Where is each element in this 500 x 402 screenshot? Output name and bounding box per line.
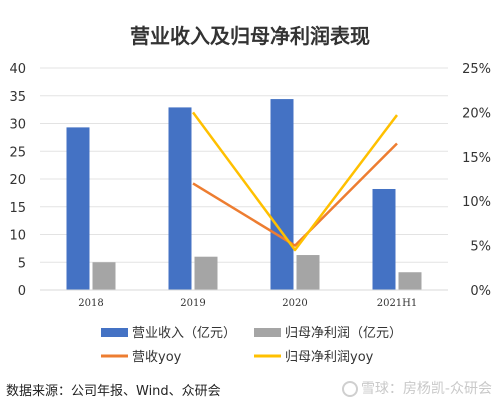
legend-label-revenue: 营业收入（亿元） [132, 326, 236, 341]
line-net-profit-yoy [191, 111, 398, 252]
legend-swatch-profit [254, 328, 281, 337]
snowball-logo-icon [341, 381, 358, 397]
right-axis-tick-label: 10% [462, 195, 491, 210]
legend: 营业收入（亿元） 归母净利润（亿元） 营收yoy 归母净利润yoy [101, 326, 402, 365]
bar-net-profit [194, 256, 218, 290]
bar-revenue [270, 99, 294, 290]
left-axis-tick-label: 25 [9, 145, 26, 160]
right-axis-tick-label: 0% [470, 284, 491, 299]
bar-revenue [168, 107, 192, 290]
bars [66, 99, 422, 290]
legend-label-revenue-yoy: 营收yoy [132, 350, 182, 365]
x-axis-tick-label: 2018 [78, 298, 103, 309]
left-axis-tick-label: 40 [9, 62, 26, 77]
lines [191, 111, 398, 252]
watermark: 雪球：房杨凯-众研会 [341, 378, 492, 398]
left-axis-tick-label: 35 [9, 90, 26, 105]
chart-title: 营业收入及归母净利润表现 [130, 24, 370, 48]
bar-net-profit [92, 262, 116, 290]
line-revenue-yoy [192, 142, 398, 247]
right-axis-tick-label: 25% [462, 62, 491, 77]
left-axis-tick-label: 30 [9, 118, 26, 133]
bar-revenue [372, 188, 396, 290]
left-axis-tick-label: 20 [9, 173, 26, 188]
legend-label-profit-yoy: 归母净利润yoy [285, 350, 374, 365]
left-axis-tick-label: 15 [9, 201, 26, 216]
x-axis-tick-label: 2020 [282, 298, 307, 309]
x-axis-tick-label: 2019 [180, 298, 205, 309]
right-axis-ticks: 0% 5% 10% 15% 20% 25% [462, 62, 491, 299]
bar-net-profit [296, 255, 320, 290]
right-axis-tick-label: 15% [462, 151, 491, 166]
left-axis-tick-label: 5 [18, 256, 26, 271]
left-axis-tick-label: 10 [9, 229, 26, 244]
x-axis-ticks: 2018 2019 2020 2021H1 [78, 298, 417, 309]
legend-swatch-revenue [101, 328, 128, 337]
legend-label-profit: 归母净利润（亿元） [285, 326, 402, 341]
bar-net-profit [398, 272, 422, 290]
right-axis-tick-label: 5% [470, 240, 491, 255]
left-axis-ticks: 0 5 10 15 20 25 30 35 40 [9, 62, 26, 299]
gridlines [40, 67, 448, 263]
right-axis-tick-label: 20% [462, 106, 491, 121]
x-axis-tick-label: 2021H1 [377, 298, 418, 309]
data-source-note: 数据来源：公司年报、Wind、众研会 [6, 384, 221, 399]
bar-revenue [66, 127, 90, 290]
left-axis-tick-label: 0 [18, 284, 26, 299]
watermark-text: 雪球：房杨凯-众研会 [360, 381, 492, 397]
